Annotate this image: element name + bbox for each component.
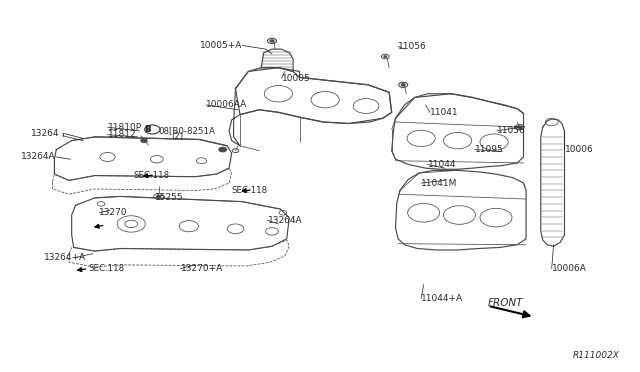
Text: B: B <box>146 125 151 134</box>
Text: 11041: 11041 <box>430 108 459 117</box>
Text: 10006A: 10006A <box>552 264 586 273</box>
Text: FRONT: FRONT <box>488 298 523 308</box>
Text: 13264: 13264 <box>31 129 60 138</box>
Text: SEC.118: SEC.118 <box>232 186 268 195</box>
Text: 11044+A: 11044+A <box>421 294 463 303</box>
Text: 11810P: 11810P <box>108 123 141 132</box>
Circle shape <box>401 84 405 86</box>
Text: 10005: 10005 <box>282 74 310 83</box>
Text: (2): (2) <box>172 132 184 141</box>
Text: SEC.118: SEC.118 <box>88 264 124 273</box>
Text: 11056: 11056 <box>398 42 427 51</box>
Text: 11044: 11044 <box>428 160 456 169</box>
Text: SEC.118: SEC.118 <box>133 171 169 180</box>
Circle shape <box>157 195 161 198</box>
Circle shape <box>270 40 274 42</box>
Text: 11041M: 11041M <box>421 179 458 187</box>
Text: 10005+A: 10005+A <box>200 41 242 50</box>
Text: 11056: 11056 <box>497 126 525 135</box>
Circle shape <box>141 139 147 142</box>
Circle shape <box>384 56 387 57</box>
Text: B: B <box>145 125 150 134</box>
Text: R111002X: R111002X <box>573 351 620 360</box>
Circle shape <box>518 126 522 128</box>
Text: 13264A: 13264A <box>20 153 55 161</box>
Text: 13270+A: 13270+A <box>180 264 223 273</box>
Text: 13270: 13270 <box>99 208 128 217</box>
Circle shape <box>219 147 227 152</box>
Text: 13264+A: 13264+A <box>44 253 86 262</box>
Text: 10006AA: 10006AA <box>206 100 247 109</box>
Text: 13264A: 13264A <box>268 216 302 225</box>
Text: 15255: 15255 <box>155 193 184 202</box>
Text: 11812: 11812 <box>108 130 136 139</box>
Text: 11095: 11095 <box>475 145 504 154</box>
Text: 10006: 10006 <box>564 145 593 154</box>
Text: 08[B0-8251A: 08[B0-8251A <box>159 126 216 135</box>
